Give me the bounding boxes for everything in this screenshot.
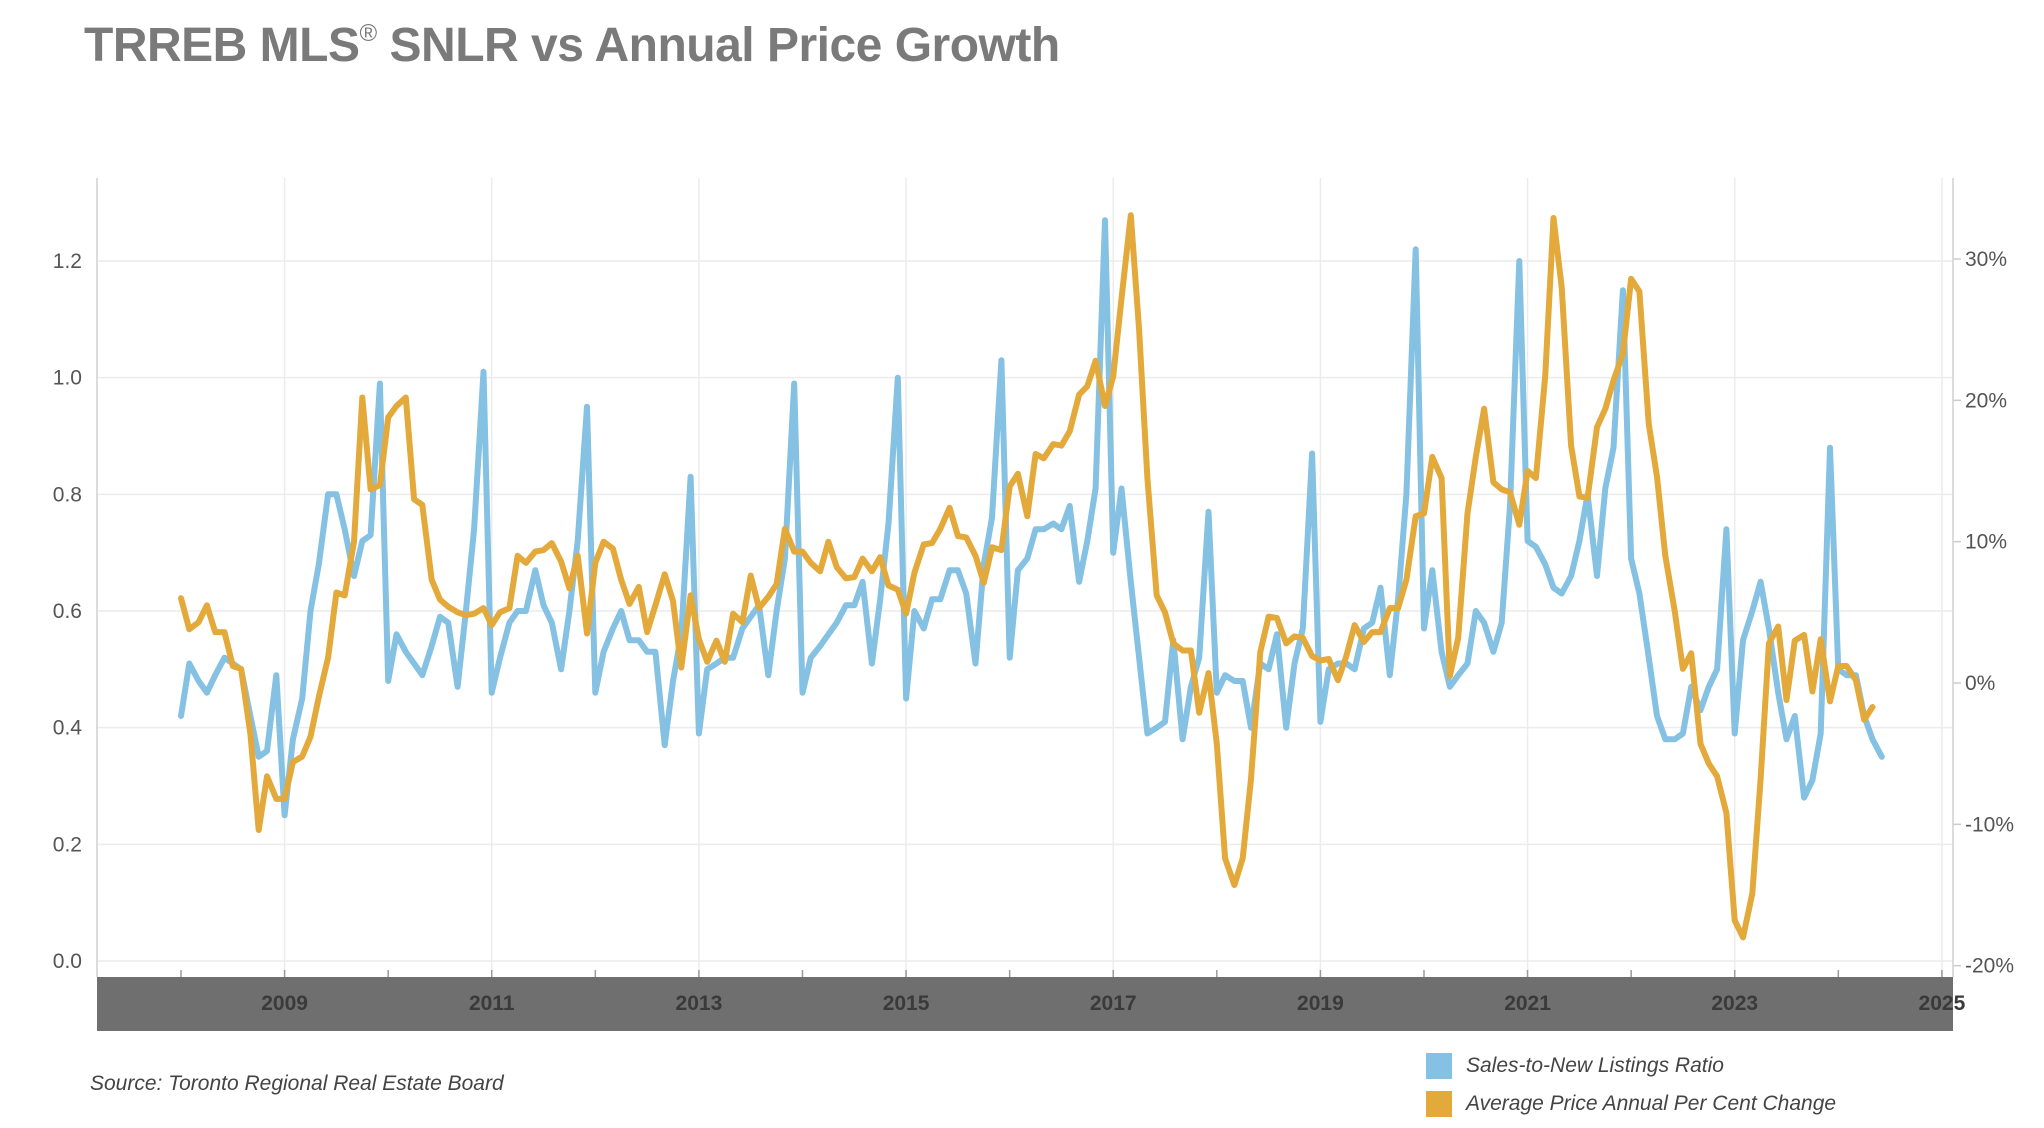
x-tick-label: 2019 xyxy=(1297,992,1344,1015)
y-left-tick-label: 0.0 xyxy=(53,950,82,973)
y-left-tick-label: 0.2 xyxy=(53,833,82,856)
chart-title-main: TRREB MLS xyxy=(84,19,360,72)
y-right-tick-label: 20% xyxy=(1965,389,2007,412)
y-right-tick-label: -20% xyxy=(1965,955,2014,978)
source-note: Source: Toronto Regional Real Estate Boa… xyxy=(90,1072,504,1095)
x-tick-label: 2025 xyxy=(1919,992,1966,1015)
x-tick-label: 2011 xyxy=(469,992,515,1015)
y-left-tick-label: 0.6 xyxy=(53,600,82,623)
legend-swatch-snlr xyxy=(1426,1053,1452,1079)
y-right-tick-label: -10% xyxy=(1965,813,2014,836)
x-tick-label: 2017 xyxy=(1090,992,1137,1015)
x-tick-label: 2015 xyxy=(883,992,930,1015)
x-tick-label: 2021 xyxy=(1504,992,1551,1015)
snlr-line xyxy=(178,217,1885,819)
y-left-tick-label: 1.2 xyxy=(53,250,82,273)
legend-label-snlr: Sales-to-New Listings Ratio xyxy=(1466,1054,1724,1077)
y-right-tick-label: 30% xyxy=(1965,248,2007,271)
legend-label-price-change: Average Price Annual Per Cent Change xyxy=(1466,1092,1837,1115)
axes: 0.0 0.2 0.4 0.6 0.8 1.0 1.2 -20% -10% 0% 10% 20% 30%… xyxy=(53,178,2014,1015)
y-left-tick-label: 1.0 xyxy=(53,367,82,390)
y-left-tick-label: 0.8 xyxy=(53,483,82,506)
series-lines xyxy=(178,212,1885,941)
legend-swatch-price-change xyxy=(1426,1091,1452,1117)
y-right-tick-label: 0% xyxy=(1965,672,1995,695)
chart-title: TRREB MLS® SNLR vs Annual Price Growth xyxy=(84,18,1060,73)
gridlines xyxy=(97,178,1953,977)
x-tick-label: 2009 xyxy=(261,992,308,1015)
price-change-line xyxy=(178,212,1876,941)
registered-mark: ® xyxy=(359,20,377,47)
x-tick-label: 2023 xyxy=(1711,992,1758,1015)
chart-title-rest: SNLR vs Annual Price Growth xyxy=(376,19,1061,72)
x-axis-band xyxy=(97,977,1953,1031)
legend-item-snlr: Sales-to-New Listings Ratio xyxy=(1426,1052,1724,1080)
legend-item-price-change: Average Price Annual Per Cent Change xyxy=(1426,1090,1836,1118)
x-tick-label: 2013 xyxy=(676,992,723,1015)
y-left-tick-label: 0.4 xyxy=(53,717,83,740)
y-right-tick-label: 10% xyxy=(1965,531,2007,554)
